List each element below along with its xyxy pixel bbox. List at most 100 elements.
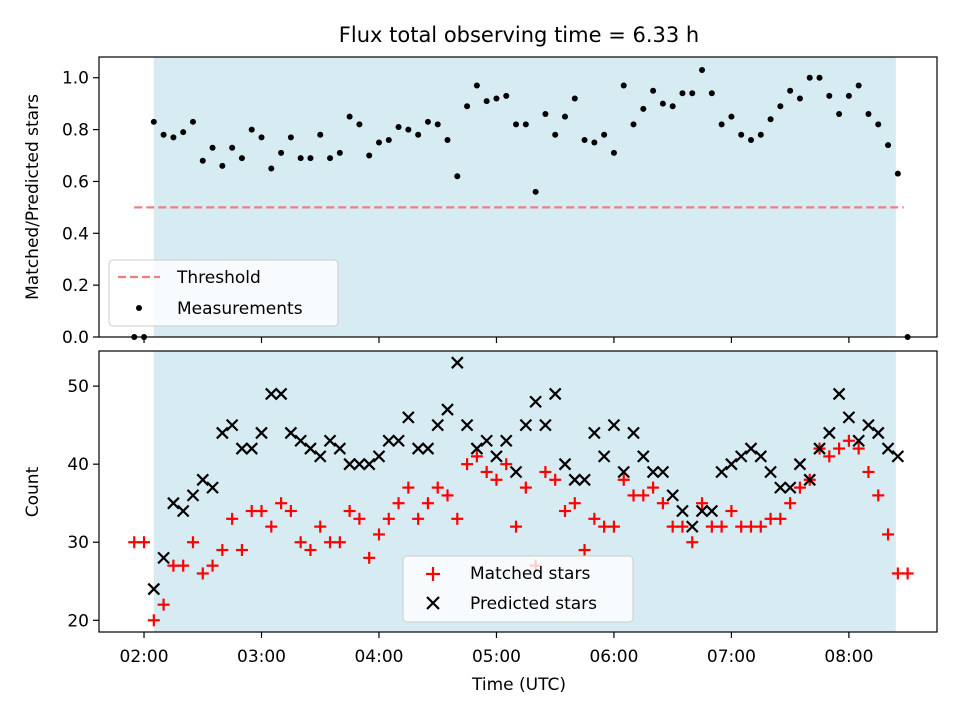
legend-measurements-label: Measurements [177, 299, 303, 319]
matched-star-point [725, 505, 738, 518]
predicted-star-point [382, 434, 396, 448]
measurement-point [336, 149, 343, 156]
matched-star-point [676, 520, 689, 533]
measurement-point [385, 136, 392, 143]
predicted-star-point [294, 434, 307, 448]
measurement-point [659, 100, 666, 107]
predicted-star-point [568, 473, 582, 487]
matched-star-point [793, 481, 806, 494]
y-tick-label: 40 [67, 455, 89, 475]
measurement-point [689, 90, 696, 97]
measurement-point [757, 131, 764, 138]
y-tick-label: 1.0 [62, 69, 89, 89]
matched-star-point [265, 520, 278, 533]
measurement-point [787, 87, 794, 94]
matched-star-point [774, 512, 787, 525]
predicted-star-point [607, 418, 621, 432]
matched-star-point [539, 465, 552, 478]
matched-star-point [901, 567, 914, 580]
predicted-star-point [744, 442, 758, 455]
matched-star-point [754, 520, 767, 533]
matched-star-point [549, 473, 562, 486]
predicted-star-point [304, 442, 317, 455]
top-legend: Threshold Measurements [108, 259, 339, 327]
matched-star-point [617, 473, 630, 486]
measurement-point [630, 121, 637, 128]
measurement-point [591, 139, 598, 146]
measurement-point [405, 126, 412, 133]
y-tick-label: 0.2 [62, 276, 89, 296]
predicted-star-point [646, 465, 660, 479]
predicted-star-point [832, 387, 846, 401]
measurement-point [180, 129, 187, 136]
matched-star-point [510, 520, 523, 533]
y-tick-label: 0.4 [62, 224, 89, 244]
predicted-star-point [529, 395, 542, 409]
predicted-star-point [255, 426, 268, 440]
measurement-point [366, 152, 373, 159]
matched-star-point [353, 512, 366, 525]
measurement-point [708, 90, 715, 97]
predicted-star-point [333, 442, 347, 455]
predicted-star-point [676, 504, 689, 518]
measurement-point [620, 82, 627, 89]
measurement-point [327, 155, 334, 162]
measurement-point [855, 82, 862, 89]
measurement-point [845, 92, 852, 99]
measurement-point [777, 103, 784, 110]
predicted-star-point [176, 504, 190, 518]
matched-star-point [588, 512, 601, 525]
matched-star-point [823, 450, 836, 463]
legend-predicted-label: Predicted stars [470, 594, 597, 614]
measurement-point [356, 121, 363, 128]
measurement-point [346, 113, 353, 120]
predicted-star-point [891, 450, 905, 463]
predicted-star-point [265, 387, 278, 401]
predicted-star-point [578, 473, 591, 487]
predicted-star-point [343, 457, 356, 471]
predicted-star-point [499, 434, 513, 448]
legend-measurements-swatch [136, 305, 142, 311]
predicted-star-point [167, 496, 180, 510]
predicted-star-point [157, 551, 170, 565]
y-tick-label: 0.8 [62, 121, 89, 141]
predicted-star-point [519, 418, 533, 432]
matched-star-point [314, 520, 327, 533]
predicted-star-point [431, 418, 445, 432]
matched-star-point [157, 598, 170, 611]
predicted-star-point [734, 450, 748, 463]
matched-star-point [372, 528, 385, 541]
measurement-point [258, 134, 265, 141]
matched-star-point [490, 473, 503, 486]
predicted-star-point [725, 457, 738, 471]
predicted-star-point [206, 481, 219, 494]
predicted-star-point [353, 457, 366, 471]
matched-star-point [275, 497, 288, 510]
predicted-star-point [774, 481, 787, 494]
measurement-point [718, 121, 725, 128]
measurement-point [601, 131, 608, 138]
matched-star-point [343, 505, 356, 518]
predicted-star-point [558, 457, 572, 471]
predicted-star-point [715, 465, 728, 479]
bottom-legend-box [402, 555, 634, 623]
predicted-star-point [666, 489, 679, 502]
bottom-y-axis-label: Count [23, 466, 43, 517]
x-axis-label: Time (UTC) [471, 675, 566, 695]
matched-star-point [177, 559, 190, 572]
x-tick-label: 08:00 [824, 647, 873, 667]
y-tick-label: 50 [67, 377, 89, 397]
matched-star-point [696, 497, 709, 510]
measurement-point [503, 92, 510, 99]
measurement-point [170, 134, 177, 141]
predicted-star-point [597, 450, 611, 463]
measurement-point [483, 98, 490, 105]
predicted-star-point [764, 465, 777, 479]
matched-star-point [138, 536, 151, 549]
matched-star-point [842, 434, 855, 447]
predicted-star-point [823, 426, 836, 440]
predicted-star-point [411, 442, 425, 455]
measurement-point [699, 66, 706, 73]
